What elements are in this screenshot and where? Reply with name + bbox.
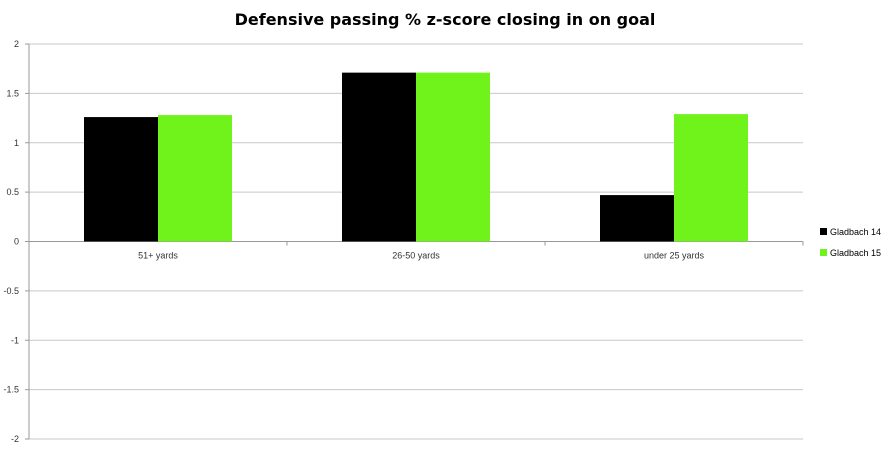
- category-label: 51+ yards: [138, 251, 178, 261]
- y-tick-label: -2: [11, 434, 19, 444]
- bar: [416, 72, 490, 242]
- bar: [600, 195, 674, 242]
- y-tick-label: -1.5: [3, 385, 19, 395]
- category-label: 26-50 yards: [392, 251, 440, 261]
- y-tick-label: 2: [14, 39, 19, 49]
- bars: [84, 72, 748, 242]
- legend-swatch: [820, 228, 827, 235]
- y-tick-label: -0.5: [3, 286, 19, 296]
- y-axis-tick-labels: 2 1.5 1 0.5 0 -0.5 -1 -1.5 -2: [3, 39, 19, 444]
- legend-label: Gladbach 15: [830, 248, 881, 258]
- y-tick-label: 1: [14, 138, 19, 148]
- y-tick-label: -1: [11, 335, 19, 345]
- chart-title: Defensive passing % z-score closing in o…: [235, 10, 656, 29]
- category-label: under 25 yards: [644, 251, 705, 261]
- legend-label: Gladbach 14: [830, 227, 881, 237]
- category-labels: 51+ yards 26-50 yards under 25 yards: [138, 251, 704, 261]
- bar: [342, 72, 416, 242]
- y-tick-label: 0: [14, 237, 19, 247]
- bar: [158, 115, 232, 242]
- legend-swatch: [820, 249, 827, 256]
- y-tick-label: 0.5: [6, 187, 19, 197]
- legend: Gladbach 14 Gladbach 15: [820, 227, 881, 258]
- y-tick-label: 1.5: [6, 88, 19, 98]
- bar: [84, 117, 158, 242]
- bar: [674, 114, 748, 242]
